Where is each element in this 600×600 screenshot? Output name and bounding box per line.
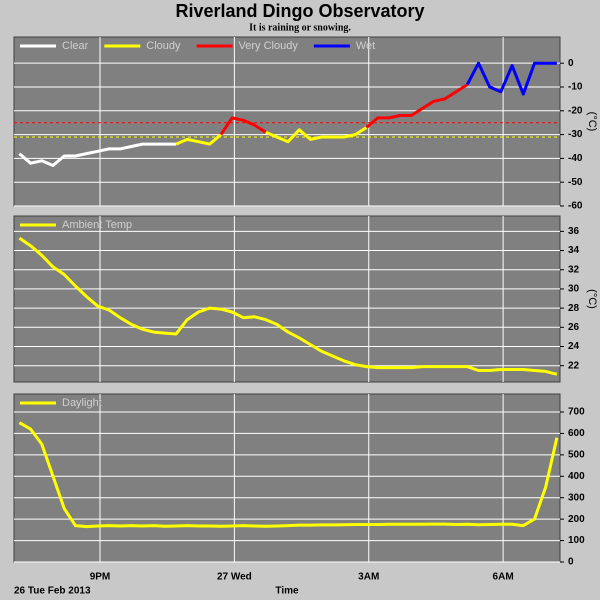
y-tick-label: 200 [568,514,585,525]
y-tick-label: 30 [568,284,580,295]
y-tick-label: 28 [568,303,580,314]
y-tick-label: 100 [568,535,585,546]
y-tick-label: 22 [568,360,580,371]
chart-subtitle: It is raining or snowing. [249,22,351,33]
y-tick-label: 400 [568,471,585,482]
y-tick-label: 34 [568,245,580,256]
plot-area [13,215,561,383]
plot-area [13,36,561,207]
x-tick-label: 9PM [90,572,111,583]
y-tick-label: 24 [568,341,580,352]
x-tick-label: 3AM [358,572,379,583]
y-tick-label: 26 [568,322,580,333]
legend-label: Very Cloudy [239,40,299,52]
y-tick-label: -40 [568,153,583,164]
y-tick-label: -30 [568,129,583,140]
date-label: 26 Tue Feb 2013 [14,586,91,597]
legend-label: Wet [356,40,375,52]
y-tick-label: -10 [568,82,583,93]
data-line [175,126,368,146]
x-tick-label: 27 Wed [217,572,252,583]
y-tick-label: 36 [568,226,580,237]
y-tick-label: 500 [568,449,585,460]
y-tick-label: 300 [568,492,585,503]
data-line [465,61,557,96]
data-line [18,236,558,376]
legend-label: Cloudy [146,40,181,52]
y-tick-label: 0 [568,557,574,568]
y-tick-label: -60 [568,201,583,212]
y-tick-label: 600 [568,428,585,439]
legend-label: Daylight [62,397,102,409]
plot-area [13,393,561,563]
legend-label: Ambient Temp [62,219,132,231]
x-axis-label: Time [275,586,299,597]
data-line [18,421,559,529]
y-axis-label: (°C) [586,112,598,132]
y-tick-label: 0 [568,58,574,69]
y-tick-label: -20 [568,105,583,116]
y-tick-label: 700 [568,407,585,418]
legend-label: Clear [62,40,89,52]
y-tick-label: -50 [568,177,583,188]
y-axis-label: (°C) [586,289,598,309]
y-tick-label: 32 [568,264,580,275]
x-tick-label: 6AM [493,572,514,583]
chart-title: Riverland Dingo Observatory [175,1,424,21]
data-line [18,142,177,167]
